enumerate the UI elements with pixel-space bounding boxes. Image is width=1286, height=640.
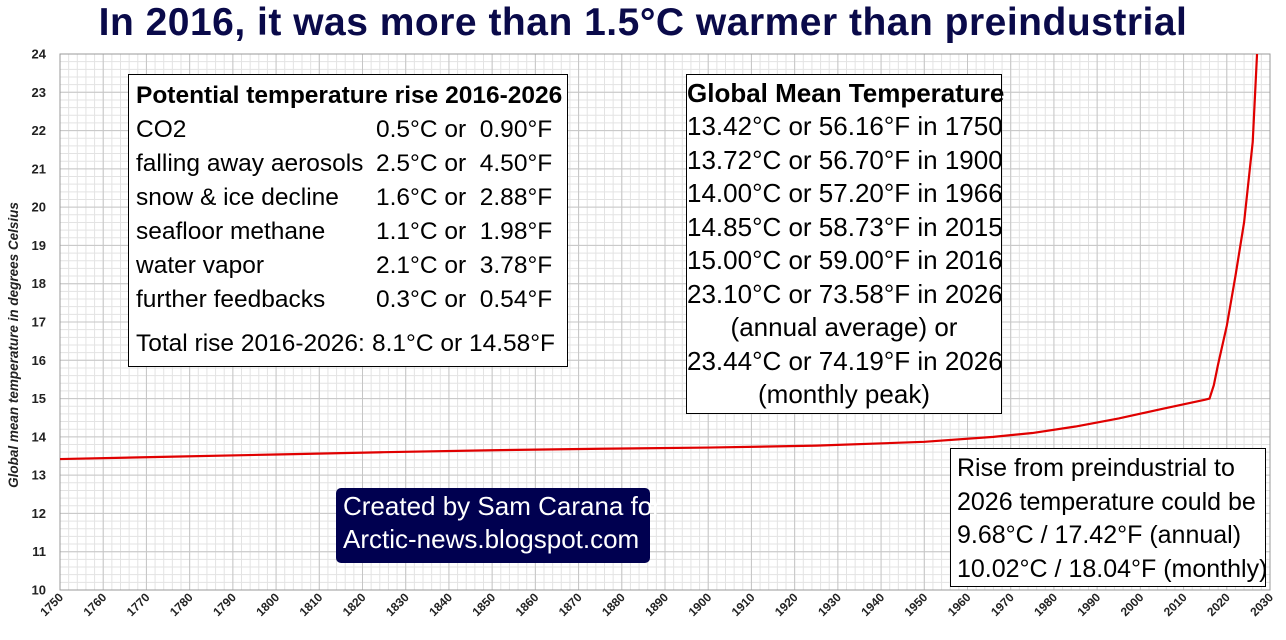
rise-row: water vapor 2.1°C or 3.78°F bbox=[136, 249, 567, 283]
y-tick-label: 12 bbox=[32, 506, 46, 521]
y-tick-label: 17 bbox=[32, 315, 46, 330]
gmt-line: 23.10°C or 73.58°F in 2026 bbox=[687, 278, 1003, 309]
preindustrial-line: 10.02°C / 18.04°F (monthly) bbox=[957, 554, 1268, 583]
y-tick-label: 20 bbox=[32, 200, 46, 215]
y-tick-label: 18 bbox=[32, 276, 46, 291]
x-tick-label: 1960 bbox=[945, 590, 974, 619]
rise-row-value: 0.3°C or 0.54°F bbox=[376, 286, 553, 313]
x-tick-label: 2000 bbox=[1118, 590, 1147, 619]
rise-row: CO2 0.5°C or 0.90°F bbox=[136, 113, 567, 147]
gmt-line: 15.00°C or 59.00°F in 2016 bbox=[687, 245, 1003, 275]
x-tick-label: 1770 bbox=[124, 590, 153, 619]
rise-row-name: seafloor methane bbox=[136, 218, 326, 245]
rise-total-value: 8.1°C or 14.58°F bbox=[372, 330, 556, 357]
y-tick-label: 24 bbox=[32, 47, 47, 62]
x-tick-label: 1920 bbox=[772, 590, 801, 619]
gmt-line: 14.85°C or 58.73°F in 2015 bbox=[687, 211, 1003, 242]
x-tick-label: 1820 bbox=[340, 590, 369, 619]
rise-row-value: 1.6°C or 2.88°F bbox=[376, 184, 553, 211]
x-tick-label: 2030 bbox=[1247, 590, 1276, 619]
x-tick-label: 1970 bbox=[988, 590, 1017, 619]
y-tick-label: 14 bbox=[32, 429, 47, 444]
x-tick-label: 2010 bbox=[1161, 590, 1190, 619]
x-tick-label: 1850 bbox=[469, 590, 498, 619]
plot-frame bbox=[59, 53, 1271, 591]
rise-row-name: further feedbacks bbox=[136, 286, 326, 313]
rise-total-row: Total rise 2016-2026: 8.1°C or 14.58°F bbox=[136, 327, 567, 361]
rise-row-name: snow & ice decline bbox=[136, 184, 339, 211]
x-tick-label: 1860 bbox=[513, 590, 542, 619]
x-tick-label: 1810 bbox=[297, 590, 326, 619]
rise-row: further feedbacks 0.3°C or 0.54°F bbox=[136, 283, 567, 317]
rise-row-value: 2.5°C or 4.50°F bbox=[376, 150, 553, 177]
credit-badge: Created by Sam Carana for Arctic-news.bl… bbox=[336, 488, 661, 563]
x-tick-label: 1990 bbox=[1074, 590, 1103, 619]
temperature-line-series bbox=[59, 53, 1259, 461]
rise-row-name: falling away aerosols bbox=[136, 150, 364, 177]
y-tick-label: 13 bbox=[32, 468, 46, 483]
y-tick-label: 19 bbox=[32, 238, 46, 253]
y-tick-label: 10 bbox=[32, 583, 46, 598]
rise-row-name: water vapor bbox=[136, 252, 265, 279]
x-tick-label: 1780 bbox=[167, 590, 196, 619]
x-tick-label: 1900 bbox=[686, 590, 715, 619]
potential-rise-box: Potential temperature rise 2016-2026 CO2… bbox=[128, 74, 568, 367]
preindustrial-line: 2026 temperature could be bbox=[957, 487, 1256, 516]
x-tick-label: 1890 bbox=[642, 590, 671, 619]
gmt-line: 13.42°C or 56.16°F in 1750 bbox=[687, 111, 1003, 141]
gmt-line: (annual average) or bbox=[730, 312, 958, 342]
global-mean-temperature-box: Global Mean Temperature 13.42°C or 56.16… bbox=[686, 74, 1005, 414]
x-tick-label: 1790 bbox=[210, 590, 239, 619]
x-tick-label: 1760 bbox=[81, 590, 110, 619]
credit-line: Created by Sam Carana for bbox=[343, 491, 661, 521]
y-tick-label: 16 bbox=[32, 353, 46, 368]
rise-row: snow & ice decline 1.6°C or 2.88°F bbox=[136, 181, 567, 215]
x-tick-label: 1980 bbox=[1031, 590, 1060, 619]
rise-row-name: CO2 bbox=[136, 116, 187, 143]
rise-row-value: 0.5°C or 0.90°F bbox=[376, 116, 553, 143]
rise-row: falling away aerosols 2.5°C or 4.50°F bbox=[136, 147, 567, 181]
rise-row-value: 1.1°C or 1.98°F bbox=[376, 218, 553, 245]
preindustrial-line: 9.68°C / 17.42°F (annual) bbox=[957, 521, 1242, 549]
x-tick-label: 1880 bbox=[599, 590, 628, 619]
rise-total-name: Total rise 2016-2026: bbox=[136, 330, 365, 357]
y-tick-label: 11 bbox=[32, 544, 46, 559]
gmt-header: Global Mean Temperature bbox=[687, 78, 1005, 108]
x-tick-label: 1830 bbox=[383, 590, 412, 619]
credit-link-text: Arctic-news.blogspot.com bbox=[343, 524, 640, 554]
y-tick-label: 21 bbox=[32, 161, 46, 176]
x-tick-label: 1910 bbox=[729, 590, 758, 619]
x-tick-label: 1930 bbox=[815, 590, 844, 619]
potential-rise-header: Potential temperature rise 2016-2026 bbox=[136, 82, 563, 109]
rise-row-value: 2.1°C or 3.78°F bbox=[376, 252, 553, 279]
preindustrial-line: Rise from preindustrial to bbox=[957, 454, 1235, 482]
y-tick-label: 15 bbox=[32, 391, 46, 406]
y-tick-label: 22 bbox=[32, 123, 46, 138]
y-tick-label: 23 bbox=[32, 85, 46, 100]
x-tick-label: 1870 bbox=[556, 590, 585, 619]
rise-from-preindustrial-box: Rise from preindustrial to 2026 temperat… bbox=[950, 448, 1268, 587]
chart-title: In 2016, it was more than 1.5°C warmer t… bbox=[98, 1, 1188, 44]
x-tick-label: 1800 bbox=[253, 590, 282, 619]
gmt-line: 14.00°C or 57.20°F in 1966 bbox=[687, 178, 1003, 208]
y-axis-label: Global mean temperature in degrees Celsi… bbox=[6, 202, 21, 488]
x-axis-ticks: 1750 1760 1770 1780 1790 1800 1810 1820 1830 1840… bbox=[37, 590, 1276, 619]
gmt-line: (monthly peak) bbox=[758, 379, 930, 409]
x-tick-label: 1940 bbox=[858, 590, 887, 619]
y-axis-ticks: 10 11 12 13 14 15 16 17 18 19 20 21 22 23 24 bbox=[32, 47, 47, 598]
x-tick-label: 1840 bbox=[426, 590, 455, 619]
x-tick-label: 2020 bbox=[1204, 590, 1233, 619]
gmt-line: 13.72°C or 56.70°F in 1900 bbox=[687, 144, 1003, 175]
gmt-line: 23.44°C or 74.19°F in 2026 bbox=[687, 345, 1003, 376]
rise-row: seafloor methane 1.1°C or 1.98°F bbox=[136, 215, 567, 249]
x-tick-label: 1950 bbox=[902, 590, 931, 619]
